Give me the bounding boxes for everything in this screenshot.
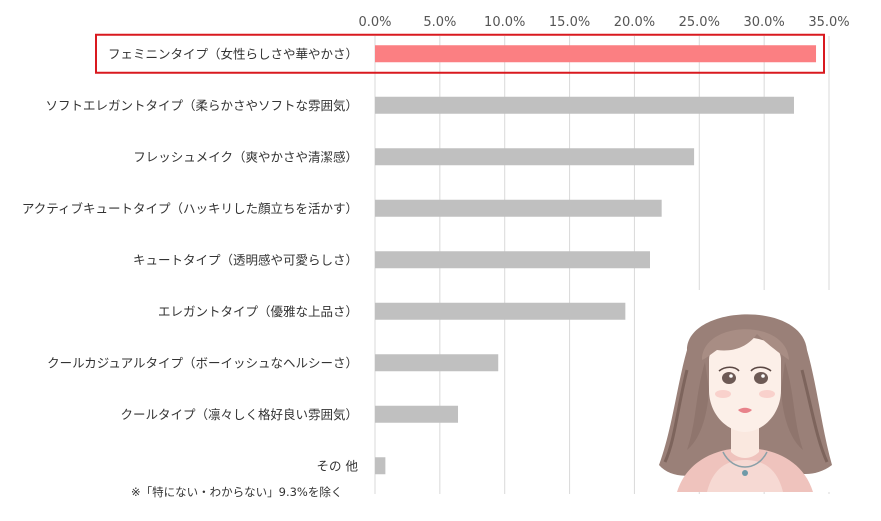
category-label: エレガントタイプ（優雅な上品さ）	[158, 304, 358, 319]
category-label: キュートタイプ（透明感や可愛らしさ）	[133, 252, 358, 267]
category-label: フェミニンタイプ（女性らしさや華やかさ）	[108, 46, 358, 61]
woman-portrait-icon	[647, 290, 844, 492]
bar	[375, 405, 459, 423]
footnote: ※「特にない・わからない」9.3%を除く	[131, 485, 343, 499]
bar	[375, 96, 794, 114]
category-label: ソフトエレガントタイプ（柔らかさやソフトな雰囲気）	[45, 98, 358, 113]
bar-highlighted	[375, 45, 817, 63]
category-labels: フェミニンタイプ（女性らしさや華やかさ） ソフトエレガントタイプ（柔らかさやソフト…	[22, 46, 359, 473]
x-tick-label: 35.0%	[808, 15, 849, 30]
x-tick-label: 25.0%	[679, 15, 720, 30]
bar	[375, 148, 695, 166]
highlight-box	[95, 33, 825, 74]
bar	[375, 251, 650, 269]
bar	[375, 199, 662, 217]
bar	[375, 354, 499, 372]
x-tick-label: 5.0%	[423, 15, 456, 30]
category-label: アクティブキュートタイプ（ハッキリした顔立ちを活かす）	[22, 201, 358, 216]
category-label: クールカジュアルタイプ（ボーイッシュなヘルシーさ）	[47, 355, 358, 370]
x-tick-label: 15.0%	[549, 15, 590, 30]
x-axis-ticks: 0.0% 5.0% 10.0% 15.0% 20.0% 25.0% 30.0% 35.0%	[358, 15, 849, 30]
x-tick-label: 30.0%	[743, 15, 784, 30]
bar	[375, 457, 386, 475]
x-tick-label: 20.0%	[614, 15, 655, 30]
bars	[95, 33, 825, 475]
category-label: その 他	[317, 458, 359, 473]
category-label: クールタイプ（凛々しく格好良い雰囲気）	[120, 407, 358, 422]
x-tick-label: 10.0%	[484, 15, 525, 30]
x-tick-label: 0.0%	[358, 15, 391, 30]
bar	[375, 302, 626, 320]
category-label: フレッシュメイク（爽やかさや清潔感）	[133, 149, 358, 164]
